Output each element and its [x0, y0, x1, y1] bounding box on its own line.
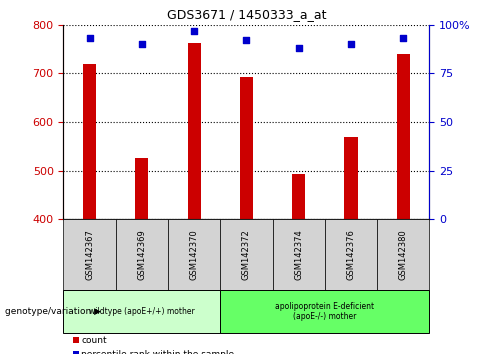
Bar: [345, 137, 358, 219]
Bar: [83, 64, 96, 219]
Text: genotype/variation ▶: genotype/variation ▶: [5, 307, 101, 316]
Bar: [397, 54, 410, 219]
Bar: [187, 43, 201, 219]
Point: [190, 28, 198, 33]
Text: GSM142380: GSM142380: [399, 229, 408, 280]
Point: [295, 45, 303, 51]
Point: [86, 35, 94, 41]
Point: [243, 38, 250, 43]
Text: GSM142369: GSM142369: [137, 229, 146, 280]
Text: count: count: [81, 336, 107, 345]
Text: GSM142376: GSM142376: [346, 229, 356, 280]
Point: [347, 41, 355, 47]
Text: wildtype (apoE+/+) mother: wildtype (apoE+/+) mother: [89, 307, 195, 316]
Text: GSM142374: GSM142374: [294, 229, 303, 280]
Bar: [292, 174, 305, 219]
Text: GSM142367: GSM142367: [85, 229, 94, 280]
Text: percentile rank within the sample: percentile rank within the sample: [81, 350, 234, 354]
Text: apolipoprotein E-deficient
(apoE-/-) mother: apolipoprotein E-deficient (apoE-/-) mot…: [275, 302, 374, 321]
Title: GDS3671 / 1450333_a_at: GDS3671 / 1450333_a_at: [167, 8, 326, 21]
Bar: [135, 158, 148, 219]
Text: GSM142370: GSM142370: [190, 229, 199, 280]
Point: [138, 41, 146, 47]
Point: [399, 35, 407, 41]
Bar: [240, 77, 253, 219]
Text: GSM142372: GSM142372: [242, 229, 251, 280]
